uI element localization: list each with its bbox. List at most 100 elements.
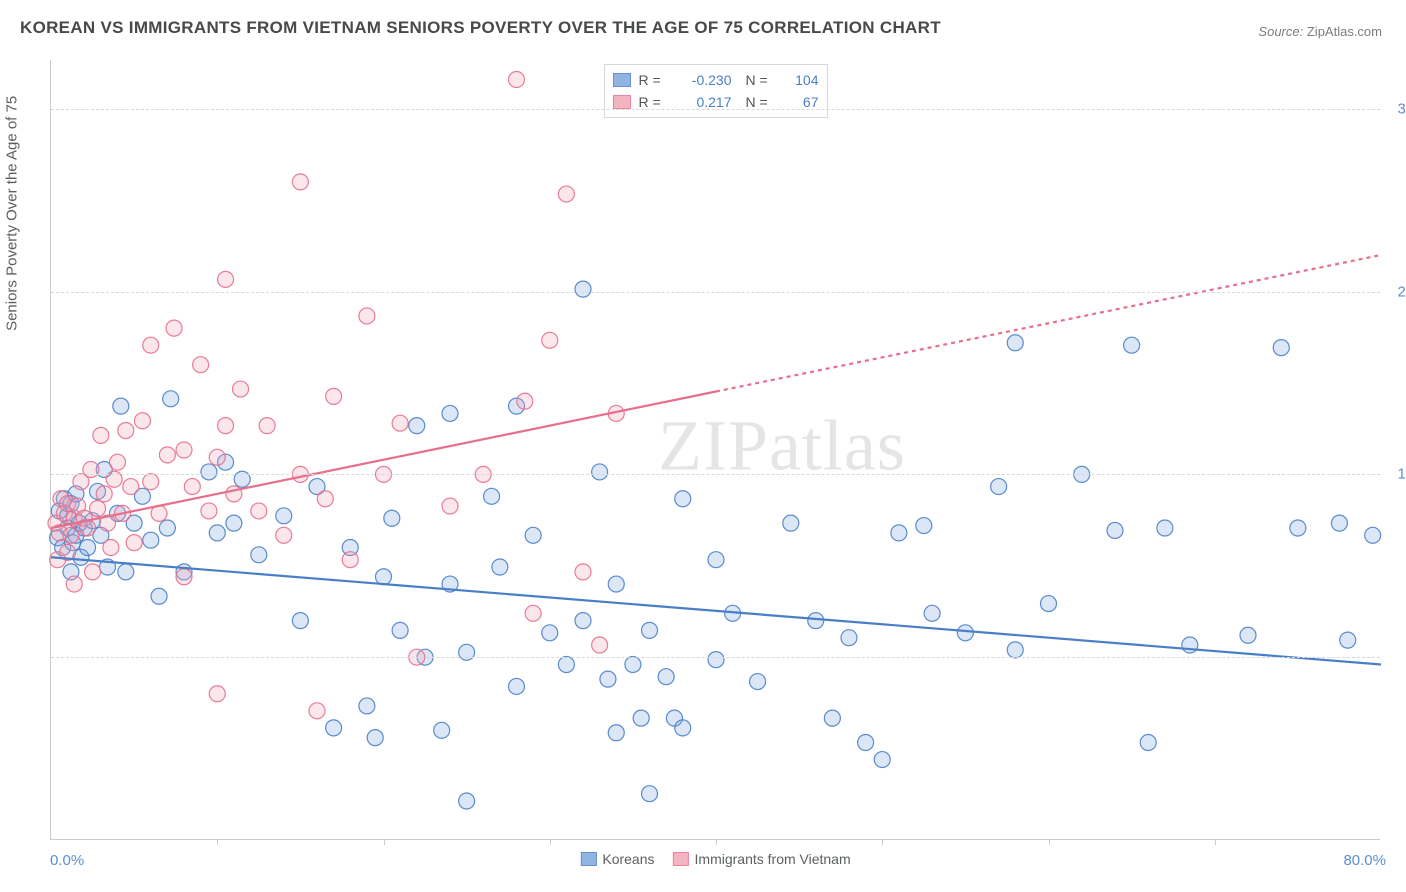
data-point (1240, 627, 1256, 643)
legend-item-koreans: Koreans (580, 851, 654, 867)
gridline (51, 657, 1380, 658)
data-point (209, 686, 225, 702)
x-axis-max-label: 80.0% (1343, 852, 1386, 869)
trend-line (51, 392, 716, 529)
data-point (517, 393, 533, 409)
data-point (309, 703, 325, 719)
data-point (326, 388, 342, 404)
trend-line-extrapolated (716, 255, 1381, 392)
x-tick (716, 839, 717, 845)
legend-item-vietnam: Immigrants from Vietnam (673, 851, 851, 867)
data-point (916, 518, 932, 534)
data-point (459, 793, 475, 809)
data-point (525, 605, 541, 621)
data-point (118, 564, 134, 580)
data-point (1331, 515, 1347, 531)
y-tick-label: 30.0% (1385, 100, 1406, 117)
data-point (292, 613, 308, 629)
swatch-koreans-bottom (580, 852, 596, 866)
source-value: ZipAtlas.com (1307, 24, 1382, 39)
data-point (608, 576, 624, 592)
data-point (442, 405, 458, 421)
data-point (600, 671, 616, 687)
y-tick-label: 15.0% (1385, 466, 1406, 483)
plot-area: ZIPatlas R = -0.230 N = 104 R = 0.217 N … (50, 60, 1380, 840)
data-point (359, 308, 375, 324)
data-point (218, 418, 234, 434)
data-point (392, 622, 408, 638)
data-point (783, 515, 799, 531)
data-point (342, 552, 358, 568)
data-point (85, 564, 101, 580)
y-tick-label: 7.5% (1385, 649, 1406, 666)
chart-title: KOREAN VS IMMIGRANTS FROM VIETNAM SENIOR… (20, 18, 941, 38)
data-point (96, 486, 112, 502)
data-point (957, 625, 973, 641)
x-tick (550, 839, 551, 845)
gridline (51, 292, 1380, 293)
data-point (558, 186, 574, 202)
data-point (1340, 632, 1356, 648)
data-point (509, 678, 525, 694)
series-legend: Koreans Immigrants from Vietnam (580, 851, 850, 867)
data-point (176, 442, 192, 458)
data-point (708, 552, 724, 568)
data-point (384, 510, 400, 526)
data-point (575, 613, 591, 629)
data-point (113, 398, 129, 414)
data-point (251, 547, 267, 563)
data-point (93, 427, 109, 443)
data-point (126, 535, 142, 551)
data-point (1140, 735, 1156, 751)
data-point (608, 725, 624, 741)
data-point (359, 698, 375, 714)
data-point (1041, 596, 1057, 612)
data-point (123, 479, 139, 495)
data-point (143, 532, 159, 548)
data-point (201, 503, 217, 519)
data-point (991, 479, 1007, 495)
data-point (1107, 522, 1123, 538)
x-tick (217, 839, 218, 845)
data-point (259, 418, 275, 434)
data-point (509, 72, 525, 88)
y-axis-title: Seniors Poverty Over the Age of 75 (4, 96, 21, 331)
data-point (134, 413, 150, 429)
data-point (874, 752, 890, 768)
data-point (218, 271, 234, 287)
data-point (1365, 527, 1381, 543)
data-point (163, 391, 179, 407)
data-point (575, 281, 591, 297)
data-point (1007, 642, 1023, 658)
swatch-vietnam-bottom (673, 852, 689, 866)
x-axis-min-label: 0.0% (50, 852, 84, 869)
data-point (442, 498, 458, 514)
data-point (409, 418, 425, 434)
data-point (80, 540, 96, 556)
label-koreans: Koreans (602, 851, 654, 867)
data-point (675, 491, 691, 507)
source-label: Source: (1258, 24, 1303, 39)
data-point (1290, 520, 1306, 536)
data-point (143, 337, 159, 353)
data-point (159, 447, 175, 463)
data-point (858, 735, 874, 751)
data-point (592, 637, 608, 653)
scatter-svg (51, 60, 1381, 840)
data-point (276, 527, 292, 543)
data-point (159, 520, 175, 536)
data-point (63, 527, 79, 543)
data-point (592, 464, 608, 480)
gridline (51, 109, 1380, 110)
data-point (542, 332, 558, 348)
data-point (434, 722, 450, 738)
data-point (924, 605, 940, 621)
data-point (891, 525, 907, 541)
x-tick (882, 839, 883, 845)
data-point (292, 174, 308, 190)
data-point (326, 720, 342, 736)
data-point (1007, 335, 1023, 351)
data-point (66, 576, 82, 592)
data-point (233, 381, 249, 397)
data-point (708, 652, 724, 668)
